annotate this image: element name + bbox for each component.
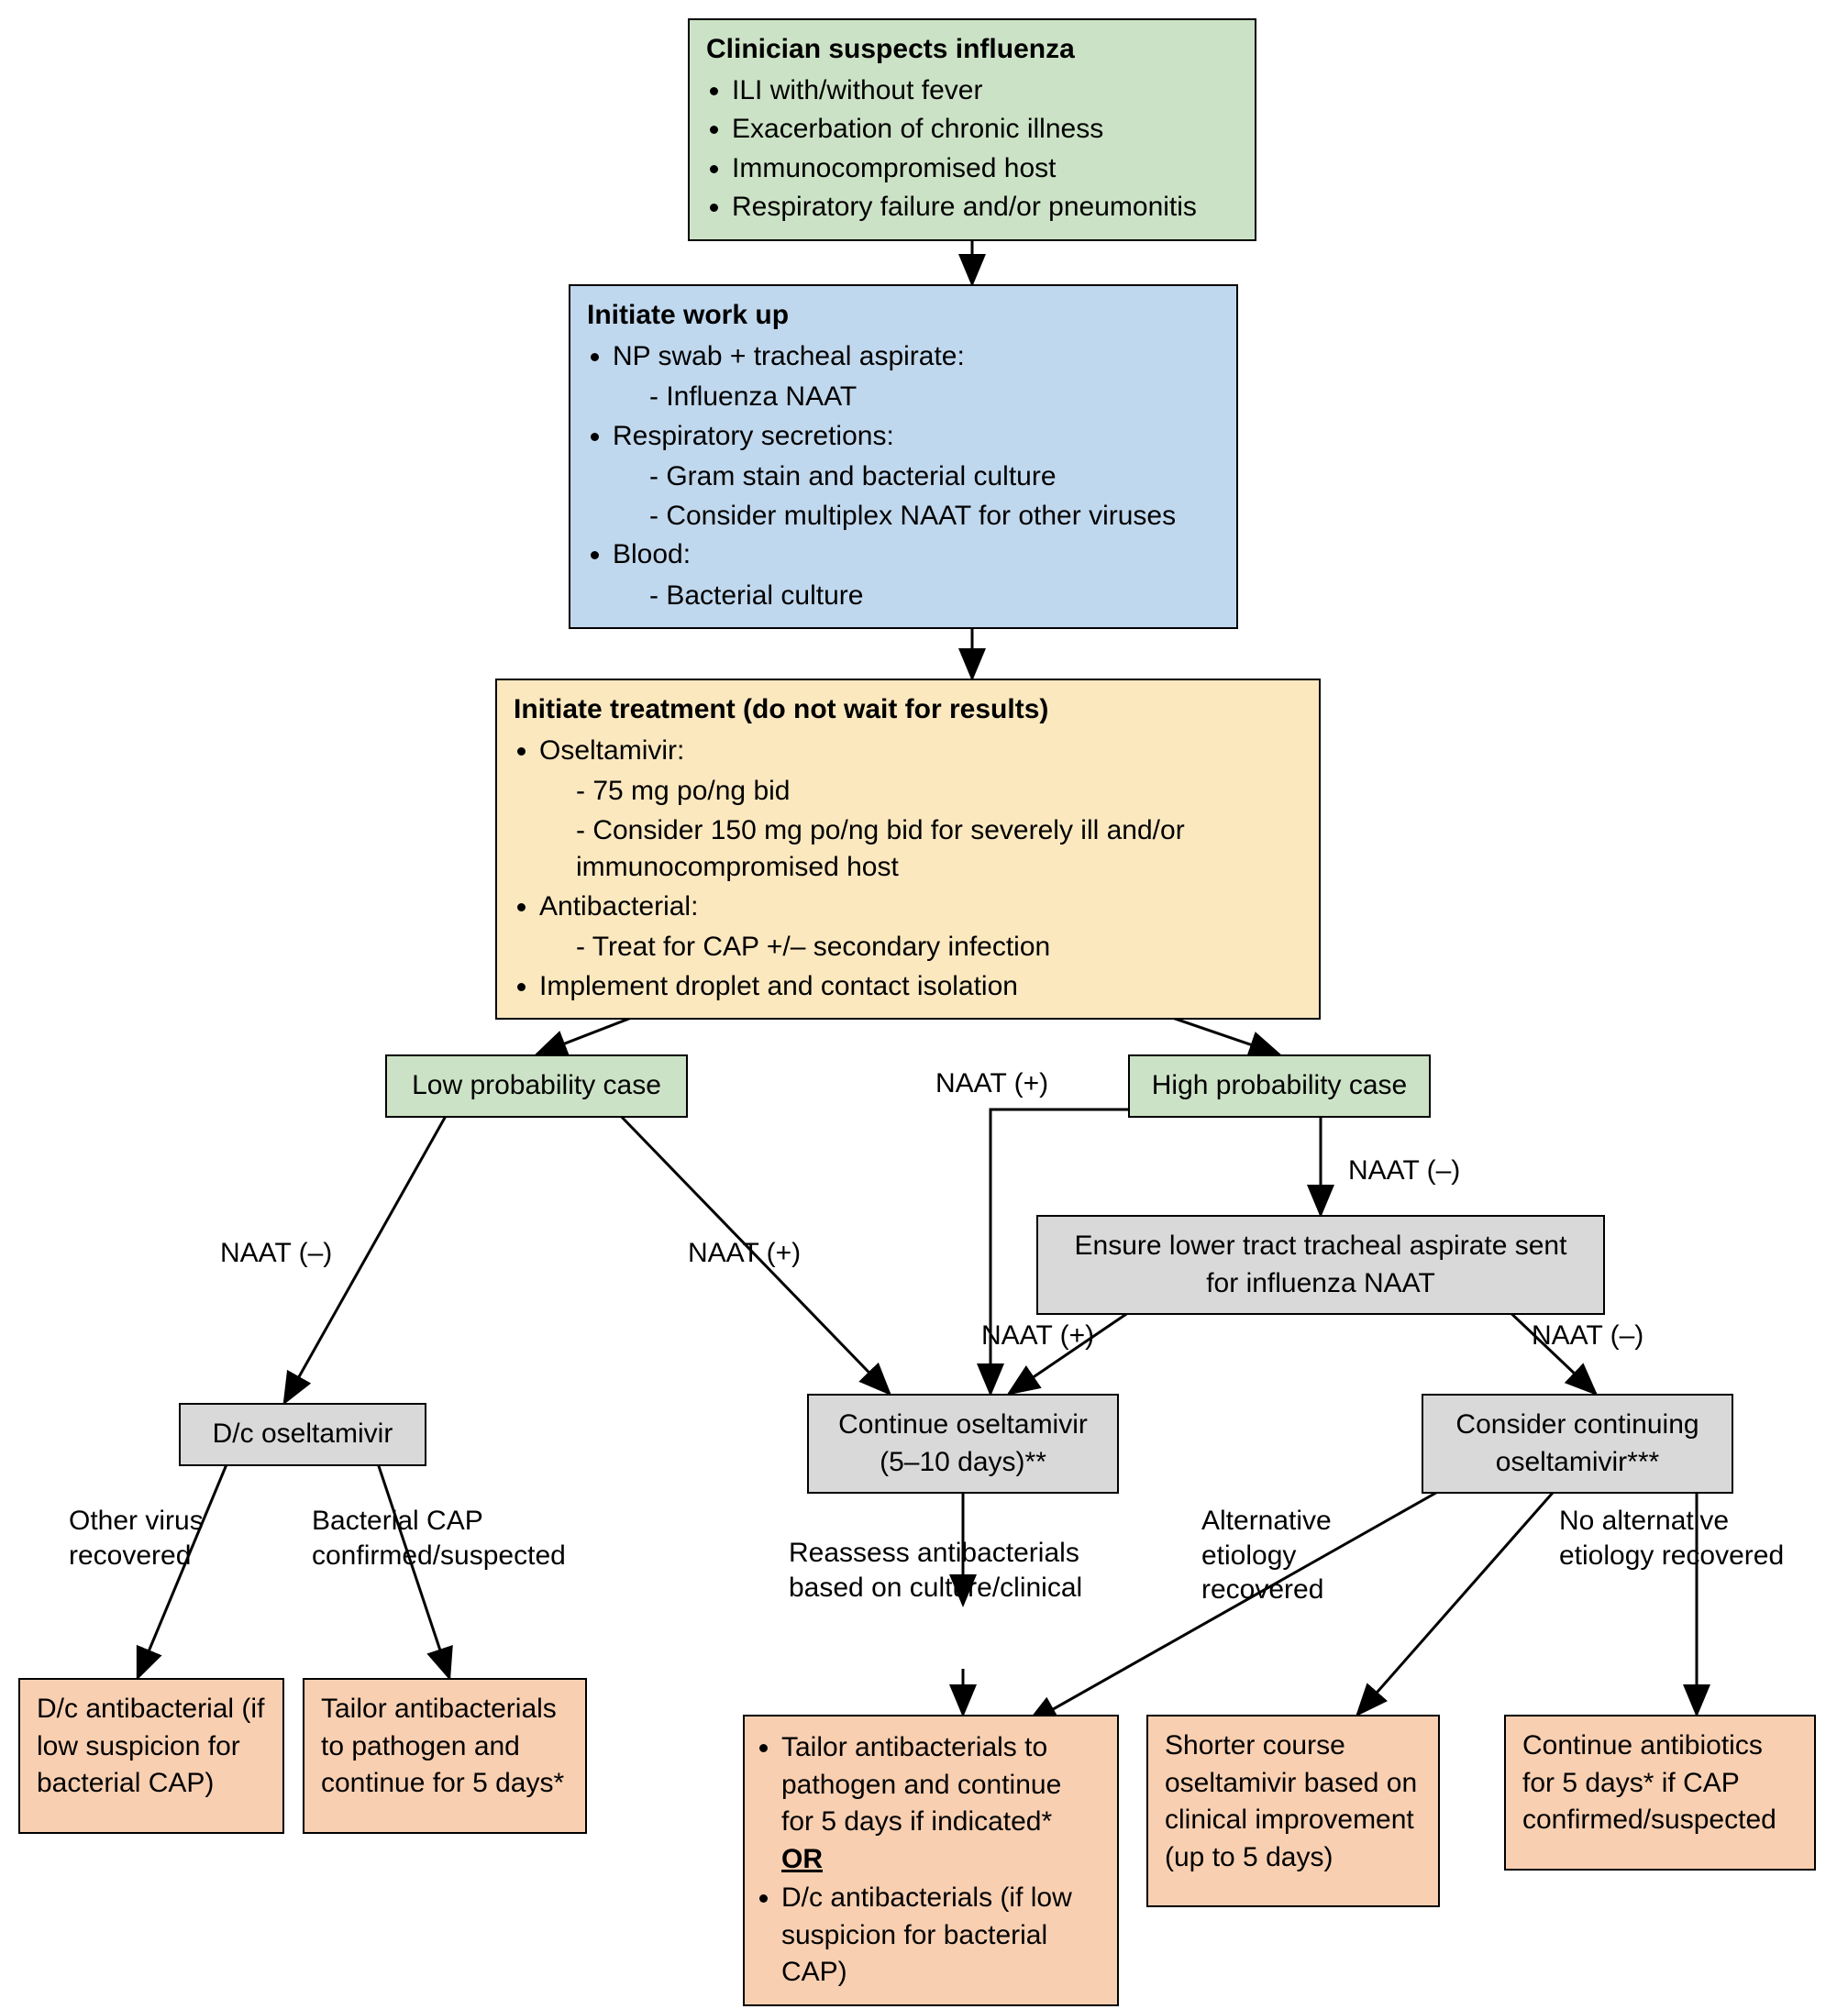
node-tailor-5days: Tailor antibacterials to pathogen and co…	[303, 1678, 587, 1834]
node-low-probability: Low probability case	[385, 1054, 688, 1118]
sub-list-item: Influenza NAAT	[649, 379, 1220, 416]
or-text: OR	[781, 1844, 823, 1874]
list-item: ILI with/without fever	[732, 72, 1238, 110]
node-shorter-course: Shorter course oseltamivir based on clin…	[1146, 1715, 1440, 1907]
node-consider-oseltamivir: Consider continuing oseltamivir***	[1422, 1394, 1733, 1494]
node-text: D/c antibacterials (if low suspicion for…	[781, 1880, 1101, 1992]
node-text: Low probability case	[412, 1070, 661, 1100]
edge-label: NAAT (+)	[981, 1320, 1094, 1352]
node-dc-oseltamivir: D/c oseltamivir	[179, 1403, 426, 1466]
list-item: Implement droplet and contact isolation	[539, 968, 1302, 1006]
sub-list-item: Treat for CAP +/– secondary infection	[576, 929, 1302, 966]
node-clinician-suspects: Clinician suspects influenza ILI with/wi…	[688, 18, 1256, 241]
edge-label: NAAT (+)	[935, 1068, 1048, 1099]
node-list: Oseltamivir:75 mg po/ng bidConsider 150 …	[514, 733, 1302, 1006]
text: Tailor antibacterials to pathogen and co…	[781, 1732, 1061, 1837]
node-text: D/c antibacterial (if low suspicion for …	[37, 1694, 264, 1798]
node-title: Initiate treatment (do not wait for resu…	[514, 691, 1302, 729]
node-text: Consider continuing oseltamivir***	[1455, 1409, 1699, 1477]
edge-label: NAAT (+)	[688, 1238, 801, 1269]
node-title: Clinician suspects influenza	[706, 31, 1238, 69]
sub-list-item: Bacterial culture	[649, 578, 1220, 615]
list-item: Immunocompromised host	[732, 150, 1238, 188]
edge-label: NAAT (–)	[1348, 1155, 1460, 1187]
node-ensure-aspirate: Ensure lower tract tracheal aspirate sen…	[1036, 1215, 1605, 1315]
node-text: Continue antibiotics for 5 days* if CAP …	[1522, 1730, 1776, 1835]
node-text: Ensure lower tract tracheal aspirate sen…	[1075, 1231, 1567, 1298]
list-item: Blood:Bacterial culture	[613, 536, 1220, 614]
node-text: Shorter course oseltamivir based on clin…	[1165, 1730, 1417, 1872]
edge-label: NAAT (–)	[220, 1238, 332, 1269]
node-text: High probability case	[1152, 1070, 1407, 1100]
node-initiate-workup: Initiate work up NP swab + tracheal aspi…	[569, 284, 1238, 629]
list-item: Exacerbation of chronic illness	[732, 111, 1238, 149]
node-list: NP swab + tracheal aspirate:Influenza NA…	[587, 338, 1220, 615]
node-text: D/c oseltamivir	[213, 1418, 393, 1449]
node-tailor-or-dc: Tailor antibacterials to pathogen and co…	[743, 1715, 1119, 2006]
sub-list-item: Consider multiplex NAAT for other viruse…	[649, 498, 1220, 535]
edge-label: Alternativeetiologyrecovered	[1201, 1504, 1332, 1607]
flowchart-container: Clinician suspects influenza ILI with/wi…	[18, 18, 1830, 1991]
node-text: Tailor antibacterials to pathogen and co…	[321, 1694, 564, 1798]
list-item: Respiratory secretions:Gram stain and ba…	[613, 418, 1220, 535]
list-item: Antibacterial:Treat for CAP +/– secondar…	[539, 889, 1302, 966]
node-initiate-treatment: Initiate treatment (do not wait for resu…	[495, 679, 1321, 1020]
sub-list-item: Consider 150 mg po/ng bid for severely i…	[576, 812, 1302, 887]
node-dc-antibacterial: D/c antibacterial (if low suspicion for …	[18, 1678, 284, 1834]
edge-label: NAAT (–)	[1532, 1320, 1643, 1352]
sub-list-item: 75 mg po/ng bid	[576, 773, 1302, 811]
edge-label: Reassess antibacterialsbased on culture/…	[789, 1536, 1082, 1605]
node-title: Initiate work up	[587, 297, 1220, 335]
node-text: Tailor antibacterials to pathogen and co…	[781, 1729, 1101, 1878]
node-continue-oseltamivir: Continue oseltamivir (5–10 days)**	[807, 1394, 1119, 1494]
node-text: Continue oseltamivir (5–10 days)**	[838, 1409, 1088, 1477]
edge-label: Other virusrecovered	[69, 1504, 204, 1573]
list-item: NP swab + tracheal aspirate:Influenza NA…	[613, 338, 1220, 416]
list-item: Oseltamivir:75 mg po/ng bidConsider 150 …	[539, 733, 1302, 887]
edge-label: No alternativeetiology recovered	[1559, 1504, 1784, 1573]
list-item: Respiratory failure and/or pneumonitis	[732, 189, 1238, 226]
sub-list-item: Gram stain and bacterial culture	[649, 458, 1220, 496]
edge-label: Bacterial CAPconfirmed/suspected	[312, 1504, 566, 1573]
node-continue-antibiotics: Continue antibiotics for 5 days* if CAP …	[1504, 1715, 1816, 1871]
node-list: ILI with/without feverExacerbation of ch…	[706, 72, 1238, 226]
node-high-probability: High probability case	[1128, 1054, 1431, 1118]
